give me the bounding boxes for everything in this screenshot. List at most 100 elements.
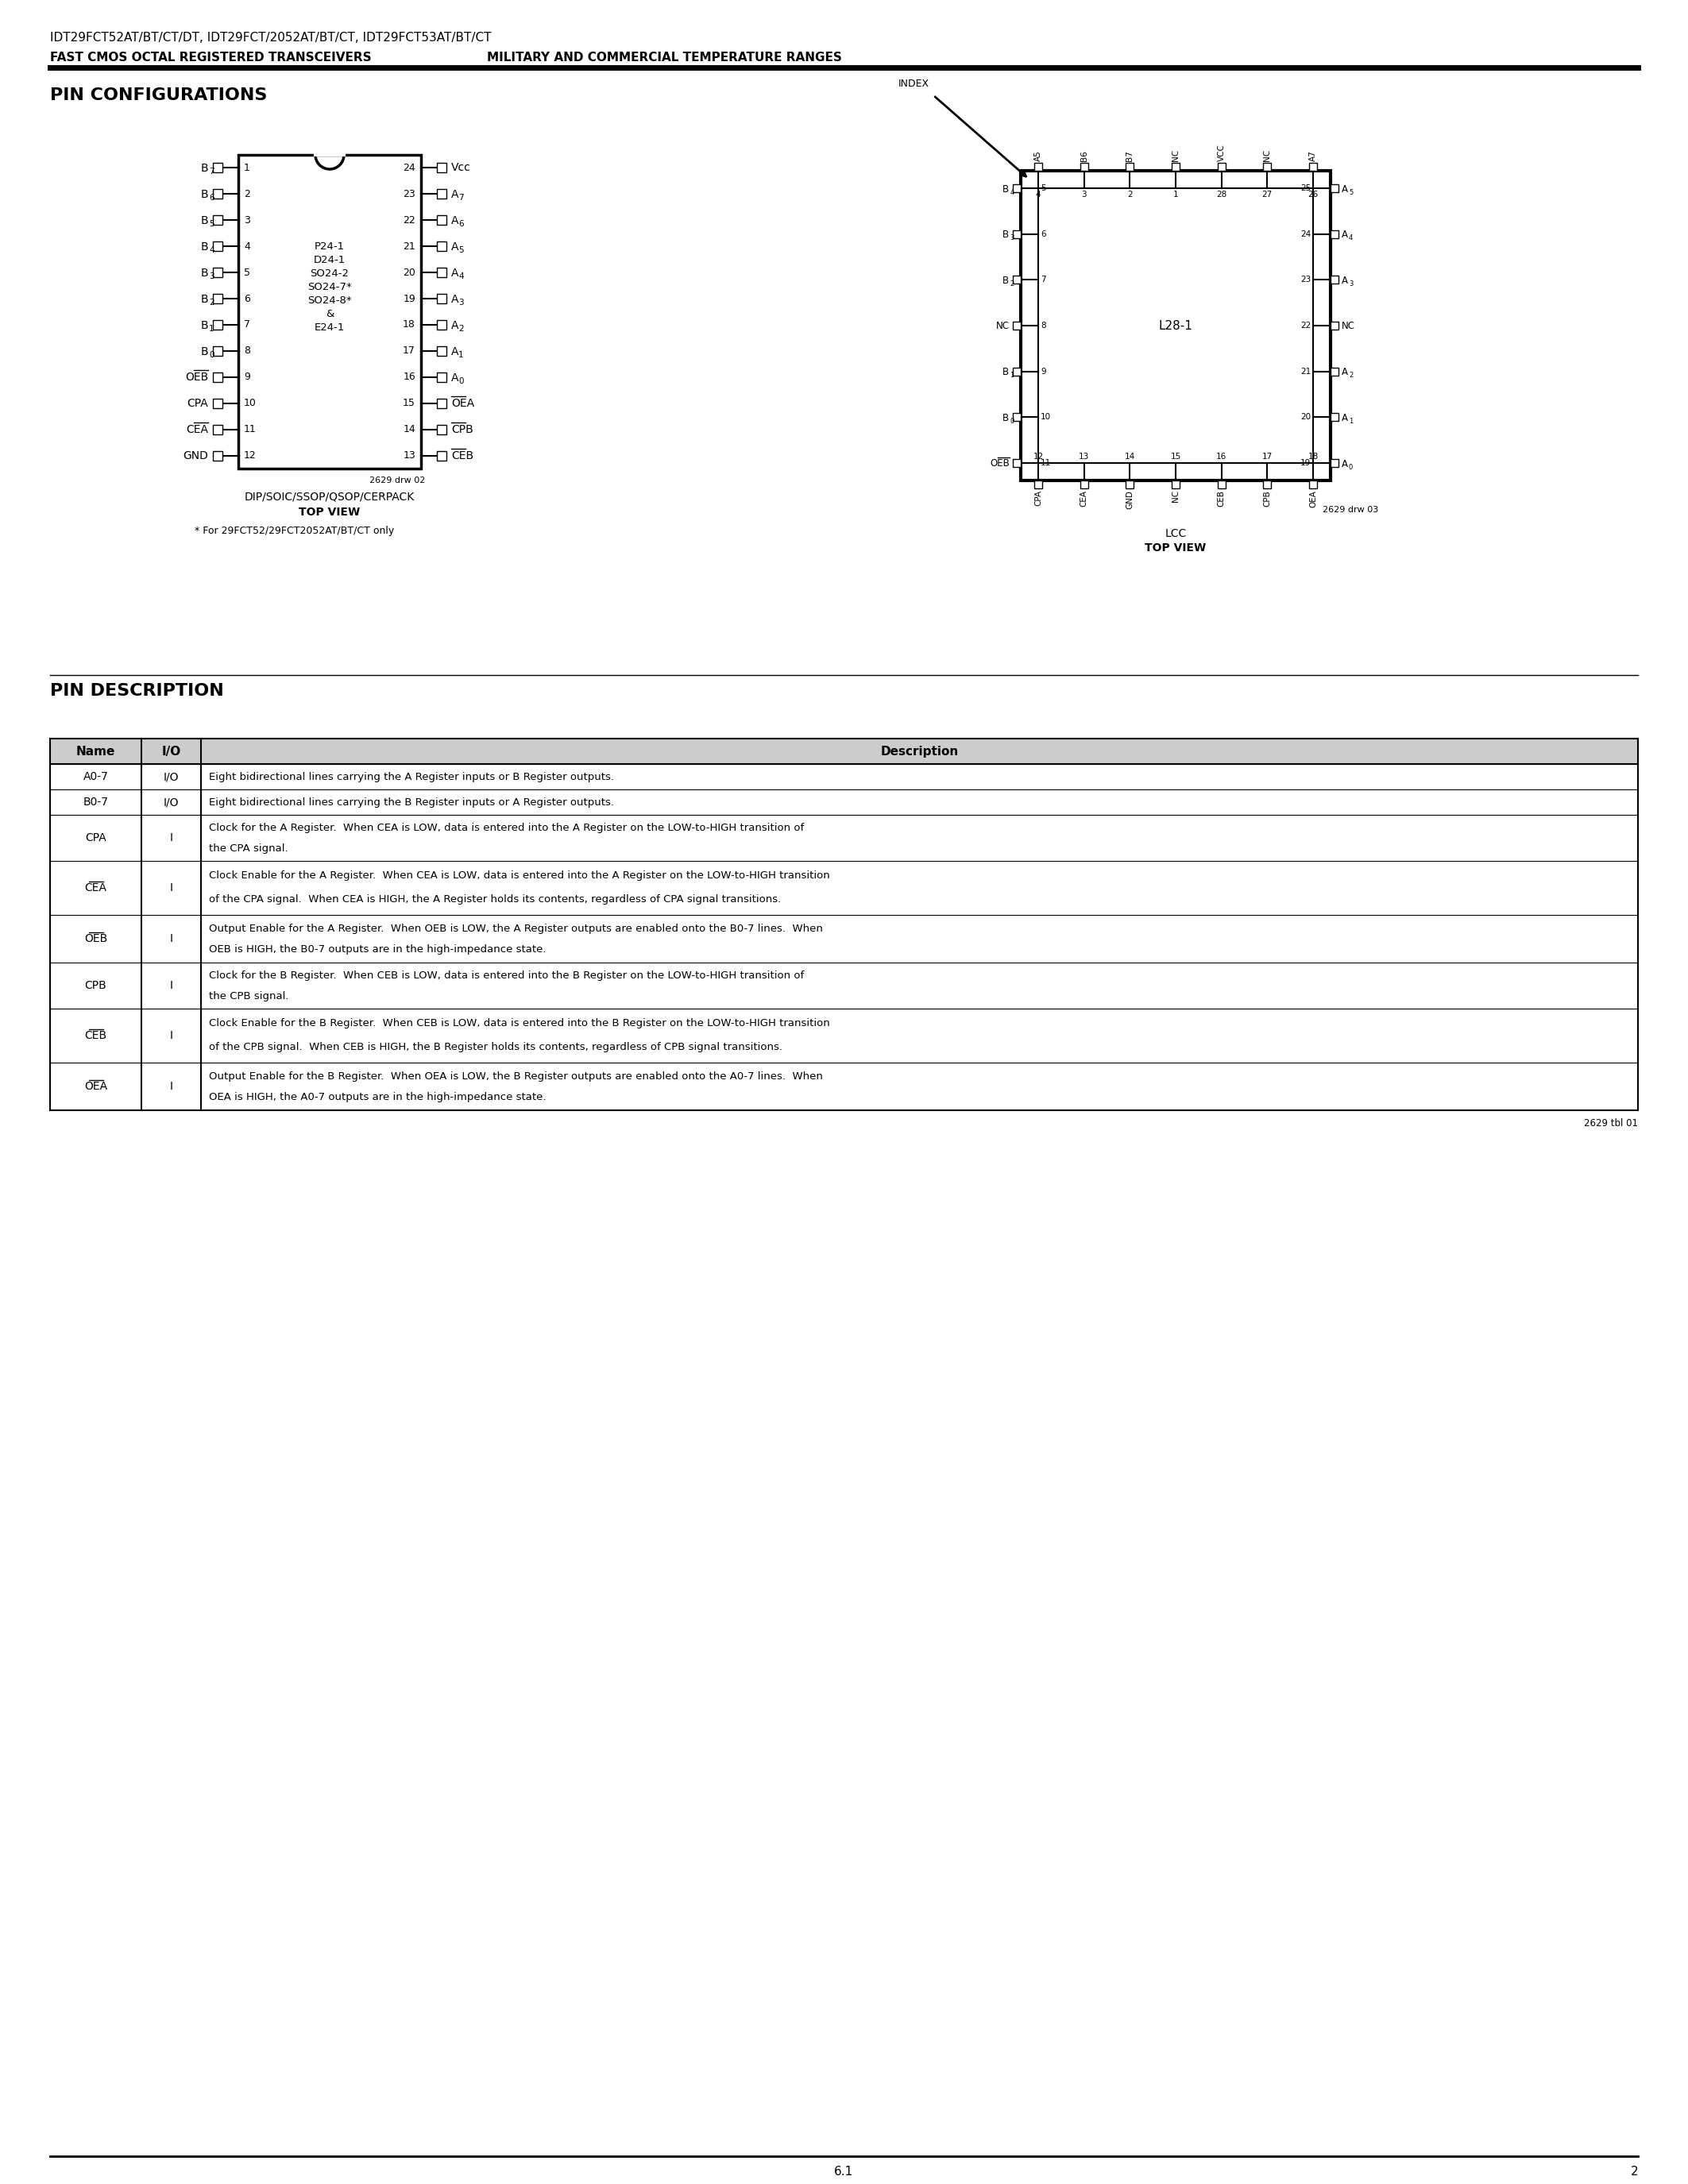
Text: B: B: [201, 164, 208, 175]
Bar: [437, 397, 446, 408]
Text: A: A: [451, 371, 459, 384]
Bar: [437, 295, 446, 304]
Text: A: A: [451, 216, 459, 227]
Text: 2: 2: [1009, 280, 1014, 288]
Text: SO24-2: SO24-2: [311, 269, 349, 280]
Text: NC: NC: [1342, 321, 1355, 330]
Text: of the CPB signal.  When CEB is HIGH, the B Register holds its contents, regardl: of the CPB signal. When CEB is HIGH, the…: [209, 1042, 783, 1053]
Text: 12: 12: [1033, 452, 1043, 461]
Text: A: A: [451, 347, 459, 358]
Text: 20: 20: [403, 266, 415, 277]
Text: 6: 6: [209, 194, 214, 203]
Text: 24: 24: [1300, 229, 1310, 238]
Text: 4: 4: [1036, 190, 1041, 199]
Text: E24-1: E24-1: [314, 323, 344, 332]
Text: 25: 25: [1300, 183, 1310, 192]
Text: 2: 2: [209, 299, 214, 306]
Text: of the CPA signal.  When CEA is HIGH, the A Register holds its contents, regardl: of the CPA signal. When CEA is HIGH, the…: [209, 895, 782, 904]
Text: 22: 22: [1300, 321, 1310, 330]
Text: B: B: [201, 321, 208, 332]
Text: 21: 21: [403, 240, 415, 251]
Bar: [1330, 367, 1339, 376]
Text: 1: 1: [243, 164, 250, 173]
Text: A: A: [451, 190, 459, 201]
Text: 23: 23: [403, 190, 415, 199]
Text: 3: 3: [243, 214, 250, 225]
Bar: [1038, 188, 1313, 463]
Bar: [1013, 321, 1021, 330]
Text: I: I: [169, 933, 172, 943]
Bar: [213, 164, 223, 173]
Text: B7: B7: [1126, 151, 1134, 162]
Text: SO24-8*: SO24-8*: [307, 295, 351, 306]
Text: 19: 19: [403, 293, 415, 304]
Text: Clock for the A Register.  When CEA is LOW, data is entered into the A Register : Clock for the A Register. When CEA is LO…: [209, 823, 803, 834]
Text: CPA: CPA: [187, 397, 208, 408]
Text: I: I: [169, 981, 172, 992]
Text: CEA: CEA: [84, 882, 106, 893]
Text: I: I: [169, 832, 172, 843]
Bar: [213, 371, 223, 382]
Bar: [1013, 229, 1021, 238]
Bar: [437, 164, 446, 173]
Text: MILITARY AND COMMERCIAL TEMPERATURE RANGES: MILITARY AND COMMERCIAL TEMPERATURE RANG…: [488, 52, 842, 63]
Text: 13: 13: [403, 450, 415, 461]
Text: 15: 15: [403, 397, 415, 408]
Text: 24: 24: [403, 164, 415, 173]
Text: OEB is HIGH, the B0-7 outputs are in the high-impedance state.: OEB is HIGH, the B0-7 outputs are in the…: [209, 943, 547, 954]
Text: A5: A5: [1035, 151, 1041, 162]
Text: A0-7: A0-7: [83, 771, 108, 782]
Text: I/O: I/O: [164, 771, 179, 782]
Text: 7: 7: [1040, 275, 1047, 284]
Text: 11: 11: [1040, 459, 1052, 467]
Text: 28: 28: [1215, 190, 1227, 199]
Text: 7: 7: [243, 319, 250, 330]
Text: 1: 1: [1009, 371, 1014, 380]
Text: DIP/SOIC/SSOP/QSOP/CERPACK: DIP/SOIC/SSOP/QSOP/CERPACK: [245, 491, 415, 502]
Text: 4: 4: [209, 247, 214, 253]
Text: A: A: [1342, 183, 1349, 194]
Text: 2629 drw 03: 2629 drw 03: [1322, 507, 1377, 513]
Text: B: B: [201, 242, 208, 253]
Bar: [238, 155, 420, 470]
Text: A: A: [1342, 229, 1349, 240]
Bar: [213, 347, 223, 356]
Text: 0: 0: [1009, 417, 1014, 424]
Text: 5: 5: [459, 247, 464, 253]
Bar: [1126, 480, 1134, 489]
Text: 21: 21: [1300, 367, 1310, 376]
Text: I: I: [169, 1031, 172, 1042]
Text: B: B: [201, 216, 208, 227]
Bar: [1035, 480, 1041, 489]
Text: I: I: [169, 1081, 172, 1092]
Text: 6: 6: [459, 221, 464, 227]
Text: 1: 1: [1349, 417, 1354, 424]
Text: CEB: CEB: [451, 450, 474, 461]
Bar: [1080, 480, 1089, 489]
Text: Clock for the B Register.  When CEB is LOW, data is entered into the B Register : Clock for the B Register. When CEB is LO…: [209, 972, 803, 981]
Text: 2: 2: [1128, 190, 1133, 199]
Text: NC: NC: [1171, 149, 1180, 162]
Text: D24-1: D24-1: [314, 256, 346, 264]
Bar: [437, 190, 446, 199]
Text: 2: 2: [459, 325, 464, 332]
Text: 27: 27: [1263, 190, 1273, 199]
Text: the CPB signal.: the CPB signal.: [209, 992, 289, 1002]
Text: 19: 19: [1300, 459, 1310, 467]
Text: A7: A7: [1310, 151, 1317, 162]
Text: 14: 14: [403, 424, 415, 435]
Text: NC: NC: [1263, 149, 1271, 162]
Bar: [213, 190, 223, 199]
Bar: [213, 424, 223, 435]
Text: GND: GND: [1126, 489, 1134, 509]
Bar: [1330, 413, 1339, 422]
Text: 2: 2: [1349, 371, 1354, 380]
Text: OEB: OEB: [989, 459, 1009, 467]
Text: OEA: OEA: [84, 1081, 108, 1092]
Bar: [1013, 275, 1021, 284]
Bar: [1035, 164, 1041, 170]
Bar: [1126, 164, 1134, 170]
Text: 15: 15: [1170, 452, 1182, 461]
Text: OEA is HIGH, the A0-7 outputs are in the high-impedance state.: OEA is HIGH, the A0-7 outputs are in the…: [209, 1092, 547, 1103]
Text: 22: 22: [403, 214, 415, 225]
